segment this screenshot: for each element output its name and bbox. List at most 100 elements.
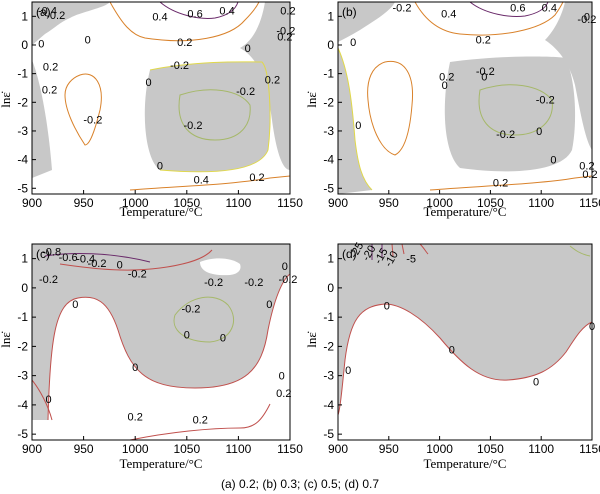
panel-b: (b) -0.200.4 0.6 0.4-0.20.200.2 -0.2-0.20-0… xyxy=(304,1,600,219)
y-tick-label: -3 xyxy=(323,124,334,138)
contour-line xyxy=(401,243,405,255)
contour-label: 0.4 xyxy=(152,11,167,23)
contour-label: 0.2 xyxy=(265,74,280,86)
contour-label: -0.4 xyxy=(38,6,57,18)
figure-caption: (a) 0.2; (b) 0.3; (c) 0.5; (d) 0.7 xyxy=(221,477,379,491)
y-tick-label: -5 xyxy=(17,427,28,441)
contour-label: -0.2 xyxy=(393,3,412,15)
contour-label: 0 xyxy=(481,72,487,84)
y-axis-label: lnε̇ xyxy=(304,91,319,108)
contour-label: -0.2 xyxy=(88,258,107,270)
contour-label: 0.4 xyxy=(441,8,456,20)
contour-label: 0.2 xyxy=(493,178,508,190)
contour-line xyxy=(367,60,414,156)
panel-c: (c) -0.8-0.6-0.4-0.2 0-0.2 -0.2-0.2 -0.20-0… xyxy=(0,243,303,471)
instability-region xyxy=(144,61,270,172)
y-tick-label: -2 xyxy=(17,95,28,109)
x-tick-label: 1050 xyxy=(477,196,504,210)
x-tick-label: 950 xyxy=(379,442,399,456)
contour-label: 0 xyxy=(266,299,272,311)
y-tick-label: -1 xyxy=(323,310,334,324)
x-tick-label: 900 xyxy=(328,442,348,456)
y-tick-label: 1 xyxy=(327,9,334,23)
contour-label: 0 xyxy=(282,261,288,273)
contour-label: 0 xyxy=(245,43,251,55)
contour-line xyxy=(47,273,291,421)
contour-labels: -0.8-0.6-0.4-0.2 0-0.2 -0.2-0.2 -0.20-0.20-… xyxy=(39,246,297,426)
x-tick-label: 1100 xyxy=(528,442,554,456)
contour-line xyxy=(109,1,260,42)
x-axis-label: Temperature/°C xyxy=(424,204,507,219)
contour-label: 0 xyxy=(184,330,190,342)
contour-label: 0 xyxy=(117,259,123,271)
contour-line xyxy=(419,243,429,255)
y-ticks: 1 0 -1 -2 -3 -4 -5 xyxy=(17,9,36,195)
y-tick-label: 0 xyxy=(327,38,334,52)
contour-label: 0 xyxy=(279,371,285,383)
panel-label: (b) xyxy=(342,5,357,19)
y-tick-label: -1 xyxy=(323,67,334,81)
contour-label: -0.2 xyxy=(244,277,263,289)
panel-label: (c) xyxy=(36,247,50,261)
contour-label: -0.2 xyxy=(170,60,189,72)
y-tick-label: -1 xyxy=(17,310,28,324)
contour-label: 0.2 xyxy=(128,412,143,424)
contour-label: -0.2 xyxy=(46,10,65,22)
contour-line xyxy=(178,89,251,141)
y-tick-label: 0 xyxy=(21,281,28,295)
contour-label: -0.2 xyxy=(181,303,200,315)
contour-label: 0 xyxy=(132,362,138,374)
contour-label: -5 xyxy=(406,254,416,266)
x-tick-label: 900 xyxy=(22,442,42,456)
instability-region xyxy=(545,2,592,150)
x-tick-label: 1000 xyxy=(122,442,149,456)
contour-label: -0.2 xyxy=(278,274,297,286)
y-tick-label: -3 xyxy=(323,369,334,383)
contour-label: 0 xyxy=(533,376,539,388)
contour-label: 0 xyxy=(584,11,590,23)
contour-label: -0.2 xyxy=(184,120,203,132)
contour-line xyxy=(569,245,591,257)
x-tick-label: 950 xyxy=(74,196,94,210)
contour-label: 0 xyxy=(449,344,455,356)
plot-frame xyxy=(337,243,593,441)
contour-label: 0.2 xyxy=(177,37,192,49)
contour-label: 0.2 xyxy=(476,34,491,46)
x-ticks: 900 950 1000 1050 1100 1150 xyxy=(22,190,303,210)
y-axis-label: lnε̇ xyxy=(304,331,319,348)
instability-region xyxy=(338,48,372,194)
contour-label: 0.4 xyxy=(219,6,234,18)
contour-label: 0.2 xyxy=(579,160,594,172)
contour-label: -0.2 xyxy=(476,66,495,78)
contour-label: 0 xyxy=(384,300,390,312)
contour-label: -0.2 xyxy=(276,26,295,38)
contour-label: 0 xyxy=(442,80,448,92)
contour-label: -0.2 xyxy=(496,129,515,141)
contour-label: 0 xyxy=(355,120,361,132)
contour-label: 0.2 xyxy=(43,61,58,73)
x-ticks: 900 950 1000 1050 1100 1150 xyxy=(328,190,600,210)
contour-label: -0.4 xyxy=(76,254,95,266)
contour-label: -0.2 xyxy=(204,277,223,289)
y-tick-label: 1 xyxy=(21,252,28,266)
y-tick-label: -4 xyxy=(17,398,28,412)
contour-label: -0.2 xyxy=(536,94,555,106)
contour-line xyxy=(429,175,593,191)
contour-line xyxy=(469,1,549,17)
y-ticks: 1 0 -1 -2 -3 -4 -5 xyxy=(323,9,342,195)
x-tick-label: 950 xyxy=(74,442,94,456)
y-axis-label: lnε̇ xyxy=(0,331,13,348)
plot-frame xyxy=(31,243,291,441)
instability-region xyxy=(32,244,290,420)
x-tick-label: 1100 xyxy=(528,196,554,210)
contour-label: -0.8 xyxy=(42,246,61,258)
contour-label: 0 xyxy=(72,299,78,311)
contour-label: 0.2 xyxy=(439,72,454,84)
x-tick-label: 900 xyxy=(328,196,348,210)
x-tick-label: 1100 xyxy=(225,196,251,210)
x-tick-label: 1100 xyxy=(225,442,251,456)
contour-line xyxy=(44,253,151,263)
contour-label: 0 xyxy=(85,34,91,46)
contour-line xyxy=(64,73,102,146)
